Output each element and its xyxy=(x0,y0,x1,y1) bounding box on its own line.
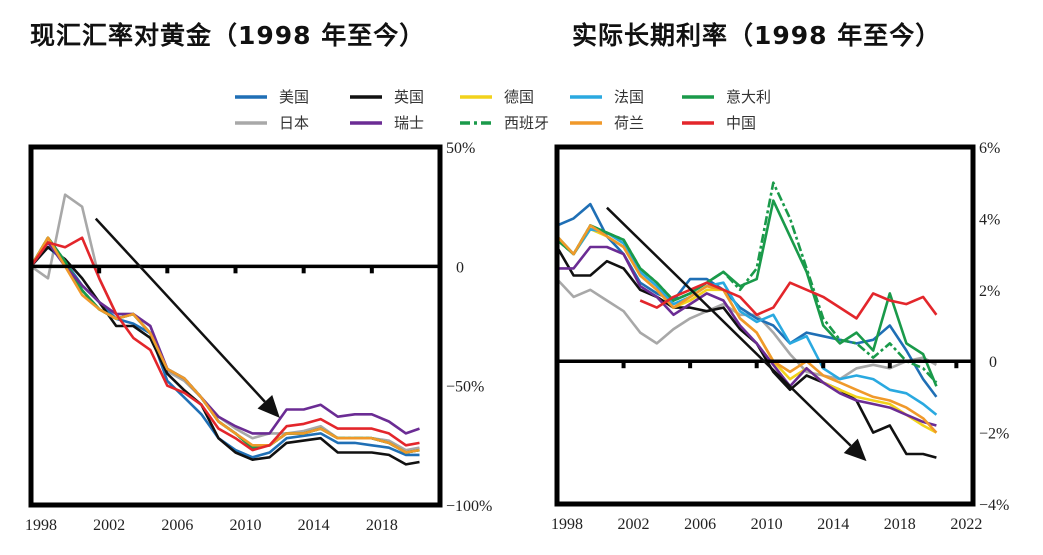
x-tick-label: 2014 xyxy=(817,516,849,533)
series-line-西班牙 xyxy=(557,181,938,384)
y-tick-label: 6% xyxy=(979,140,1000,157)
series-line-荷兰 xyxy=(557,224,938,434)
legend-label: 德国 xyxy=(504,88,534,106)
y-tick-label: 0 xyxy=(989,354,997,371)
trend-arrow-head xyxy=(257,394,280,418)
x-tick-label: 2010 xyxy=(230,517,262,534)
legend-label: 法国 xyxy=(614,88,644,106)
series-line-瑞士 xyxy=(557,245,937,427)
legend-label: 英国 xyxy=(394,88,424,106)
x-tick-label: 2002 xyxy=(618,516,650,533)
y-tick-label: 2% xyxy=(979,283,1000,300)
series-line-意大利 xyxy=(557,199,938,387)
x-tick-label: 2018 xyxy=(366,517,398,534)
y-tick-label: 4% xyxy=(979,211,1000,228)
series-line-日本 xyxy=(557,278,938,381)
chart-real-long-term-rates: 1998 2002 2006 2010 2014 2018 2022 6% 4% 2% 0 −2% −4… xyxy=(551,140,1009,533)
x-tick-label: 1998 xyxy=(551,516,583,533)
series-group xyxy=(557,181,938,459)
y-tick-label: −50% xyxy=(446,379,484,396)
series-line-日本 xyxy=(31,193,420,452)
legend-label: 美国 xyxy=(279,88,309,106)
x-tick-label: 2022 xyxy=(950,516,982,533)
series-line-荷兰 xyxy=(31,236,420,454)
y-tick-label: −100% xyxy=(446,498,492,515)
x-tick-label: 2002 xyxy=(93,517,125,534)
plot-frame xyxy=(554,144,976,507)
chart-exchange-rate-vs-gold: 1998 2002 2006 2010 2014 2018 50% 0 −50% −100% xyxy=(25,140,492,534)
y-tick-label: −4% xyxy=(979,497,1009,514)
x-tick-label: 2006 xyxy=(161,517,193,534)
trend-arrow-head xyxy=(843,438,867,462)
series-group xyxy=(31,193,420,466)
legend-label: 中国 xyxy=(726,114,756,132)
series-line-美国 xyxy=(557,202,938,398)
plot-frame xyxy=(28,144,443,508)
trend-arrow-shaft xyxy=(606,206,852,447)
legend-label: 意大利 xyxy=(726,88,771,106)
left-chart-title: 现汇汇率对黄金（1998 年至今） xyxy=(30,21,426,50)
right-chart-title: 实际长期利率（1998 年至今） xyxy=(572,21,942,50)
legend-label: 西班牙 xyxy=(504,114,549,132)
y-tick-label: 50% xyxy=(446,140,475,157)
x-tick-label: 2014 xyxy=(298,517,330,534)
legend-label: 荷兰 xyxy=(614,114,644,132)
x-tick-label: 2018 xyxy=(884,516,916,533)
series-line-法国 xyxy=(557,227,938,416)
legend-label: 瑞士 xyxy=(394,114,424,132)
series-line-瑞士 xyxy=(31,241,420,435)
x-tick-label: 2010 xyxy=(751,516,783,533)
series-line-中国 xyxy=(31,236,420,452)
y-tick-label: 0 xyxy=(456,259,464,276)
trend-arrow-shaft xyxy=(94,217,266,403)
y-tick-label: −2% xyxy=(979,426,1009,443)
x-tick-label: 1998 xyxy=(25,517,57,534)
series-line-英国 xyxy=(557,246,937,459)
legend-label: 日本 xyxy=(279,114,309,132)
x-tick-label: 2006 xyxy=(684,516,716,533)
